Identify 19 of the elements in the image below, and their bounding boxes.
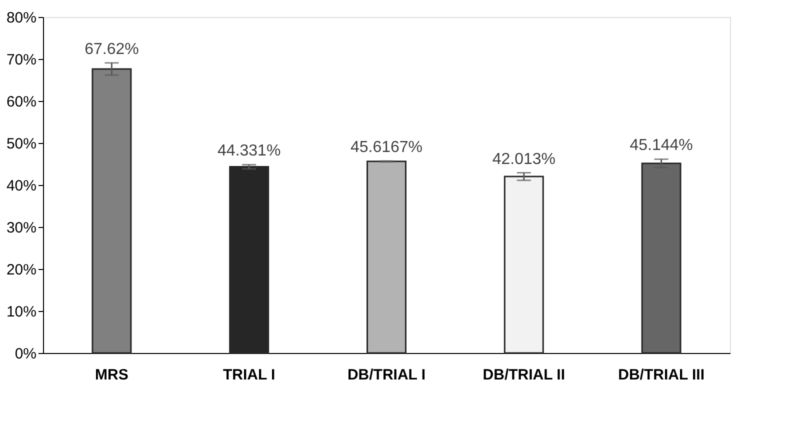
x-tick-label: MRS [95, 366, 128, 384]
y-tick-label: 40% [6, 178, 36, 194]
y-tick-label: 10% [6, 304, 36, 320]
data-label: 45.144% [630, 137, 693, 154]
y-tick-label: 70% [6, 52, 36, 68]
x-tick-label: DB/TRIAL II [482, 366, 566, 384]
data-label: 67.62% [84, 40, 139, 58]
y-tick-label: 20% [6, 262, 36, 278]
y-tick-label: 30% [6, 220, 36, 236]
data-label: 42.013% [492, 150, 556, 168]
y-tick-label: 60% [6, 94, 36, 110]
x-tick-label: TRIAL I [222, 366, 276, 384]
x-tick-label: DB/TRIAL III [618, 366, 704, 384]
y-tick-label: 50% [6, 136, 36, 152]
y-tick-label: 80% [6, 10, 36, 26]
x-tick-label: DB/TRIAL I [347, 366, 426, 384]
y-tick-label: 0% [14, 346, 36, 362]
data-label: 45.6167% [350, 138, 423, 156]
data-label: 44.331% [218, 142, 281, 160]
